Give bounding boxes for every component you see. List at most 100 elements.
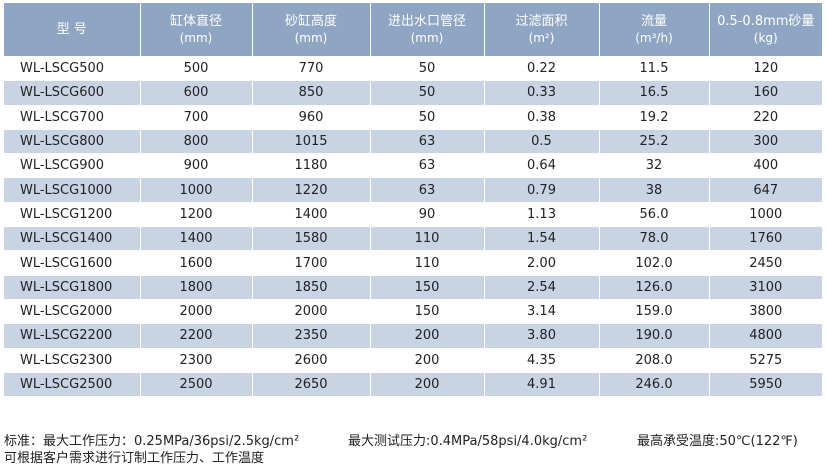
table-cell: 800: [140, 128, 253, 154]
notes: 标准：最大工作压力：0.25MPa/36psi/2.5kg/cm² 最大测试压力…: [4, 433, 822, 467]
table-cell: 0.79: [484, 177, 600, 203]
header-height: 砂缸高度 (mm): [252, 3, 371, 57]
table-row: WL-LSCG1400 1400 1580 110 1.54 78.0 1760: [4, 226, 822, 251]
table-cell: 3.80: [484, 323, 600, 349]
table-cell: 102.0: [599, 250, 710, 276]
table-cell: 11.5: [599, 55, 710, 81]
table-cell: 208.0: [599, 347, 710, 373]
table-cell: 38: [599, 177, 710, 203]
table-cell: 1220: [252, 177, 371, 203]
table-cell: 1400: [252, 201, 371, 227]
model-cell: WL-LSCG1200: [4, 201, 141, 227]
table-cell: 1000: [709, 201, 822, 227]
table-cell: 3100: [709, 274, 822, 300]
table-cell: 2450: [709, 250, 822, 276]
table-cell: 5275: [709, 347, 822, 373]
table-cell: 0.5: [484, 128, 600, 154]
table-cell: 126.0: [599, 274, 710, 300]
test-pressure-note: 最大测试压力:0.4MPa/58psi/4.0kg/cm²: [348, 434, 588, 449]
table-cell: 0.33: [484, 80, 600, 106]
table-cell: 1015: [252, 128, 371, 154]
model-cell: WL-LSCG500: [4, 55, 141, 81]
table-row: WL-LSCG800 800 1015 63 0.5 25.2 300: [4, 128, 822, 154]
table-cell: 19.2: [599, 104, 710, 130]
table-cell: 78.0: [599, 226, 710, 251]
table-cell: 50: [370, 104, 485, 130]
header-sand-amount: 0.5-0.8mm砂量 (kg): [709, 3, 822, 57]
table-cell: 700: [140, 104, 253, 130]
table-cell: 500: [140, 55, 253, 81]
table-cell: 63: [370, 153, 485, 178]
table-cell: 1.54: [484, 226, 600, 251]
table-cell: 2200: [140, 323, 253, 349]
header-diameter: 缸体直径 (mm): [140, 3, 253, 57]
table-cell: 2.00: [484, 250, 600, 276]
table-cell: 159.0: [599, 298, 710, 324]
table-cell: 190.0: [599, 323, 710, 349]
table-cell: 1760: [709, 226, 822, 251]
table-cell: 150: [370, 298, 485, 324]
table-row: WL-LSCG500 500 770 50 0.22 11.5 120: [4, 55, 822, 81]
table-cell: 300: [709, 128, 822, 154]
model-cell: WL-LSCG2300: [4, 347, 141, 373]
model-cell: WL-LSCG2500: [4, 371, 141, 397]
model-cell: WL-LSCG600: [4, 80, 141, 106]
table-cell: 56.0: [599, 201, 710, 227]
table-cell: 50: [370, 55, 485, 81]
model-cell: WL-LSCG700: [4, 104, 141, 130]
table-cell: 900: [140, 153, 253, 178]
table-cell: 647: [709, 177, 822, 203]
table-row: WL-LSCG600 600 850 50 0.33 16.5 160: [4, 80, 822, 106]
table-cell: 0.64: [484, 153, 600, 178]
table-cell: 1.13: [484, 201, 600, 227]
table-cell: 150: [370, 274, 485, 300]
standard-pressure-note: 标准：最大工作压力：0.25MPa/36psi/2.5kg/cm²: [4, 434, 300, 449]
customization-note: 可根据客户需求进行订制工作压力、工作温度: [4, 451, 265, 466]
table-cell: 2.54: [484, 274, 600, 300]
table-cell: 850: [252, 80, 371, 106]
table-cell: 1180: [252, 153, 371, 178]
table-cell: 90: [370, 201, 485, 227]
table-cell: 110: [370, 250, 485, 276]
table-body: WL-LSCG500 500 770 50 0.22 11.5 120 WL-LSCG600 6…: [4, 55, 822, 397]
table-row: WL-LSCG1800 1800 1850 150 2.54 126.0 3100: [4, 274, 822, 300]
table-cell: 0.38: [484, 104, 600, 130]
table-cell: 1000: [140, 177, 253, 203]
table-cell: 160: [709, 80, 822, 106]
table-cell: 50: [370, 80, 485, 106]
table-cell: 2650: [252, 371, 371, 397]
table-cell: 1580: [252, 226, 371, 251]
header-pipe-size: 进出水口管径 (mm): [370, 3, 485, 57]
spec-table: 型 号 缸体直径 (mm) 砂缸高度 (mm) 进出水口管径 (mm) 过滤面积 (m²…: [4, 3, 822, 397]
table-cell: 200: [370, 347, 485, 373]
table-row: WL-LSCG1600 1600 1700 110 2.00 102.0 2450: [4, 250, 822, 276]
table-cell: 600: [140, 80, 253, 106]
table-cell: 110: [370, 226, 485, 251]
table-cell: 2600: [252, 347, 371, 373]
table-cell: 2300: [140, 347, 253, 373]
table-cell: 200: [370, 371, 485, 397]
table-cell: 5950: [709, 371, 822, 397]
table-row: WL-LSCG2300 2300 2600 200 4.35 208.0 5275: [4, 347, 822, 373]
table-row: WL-LSCG2500 2500 2650 200 4.91 246.0 5950: [4, 371, 822, 397]
table-cell: 25.2: [599, 128, 710, 154]
table-cell: 4.91: [484, 371, 600, 397]
model-cell: WL-LSCG2000: [4, 298, 141, 324]
model-cell: WL-LSCG900: [4, 153, 141, 178]
table-cell: 1800: [140, 274, 253, 300]
model-cell: WL-LSCG1000: [4, 177, 141, 203]
table-cell: 1600: [140, 250, 253, 276]
table-cell: 0.22: [484, 55, 600, 81]
max-temperature-note: 最高承受温度:50℃(122℉): [637, 434, 798, 449]
notes-line-1: 标准：最大工作压力：0.25MPa/36psi/2.5kg/cm² 最大测试压力…: [4, 433, 822, 450]
model-cell: WL-LSCG800: [4, 128, 141, 154]
model-cell: WL-LSCG2200: [4, 323, 141, 349]
model-cell: WL-LSCG1400: [4, 226, 141, 251]
table-cell: 1400: [140, 226, 253, 251]
table-cell: 2000: [252, 298, 371, 324]
header-model: 型 号: [4, 3, 141, 57]
table-cell: 960: [252, 104, 371, 130]
table-cell: 3800: [709, 298, 822, 324]
table-cell: 63: [370, 177, 485, 203]
table-cell: 2500: [140, 371, 253, 397]
